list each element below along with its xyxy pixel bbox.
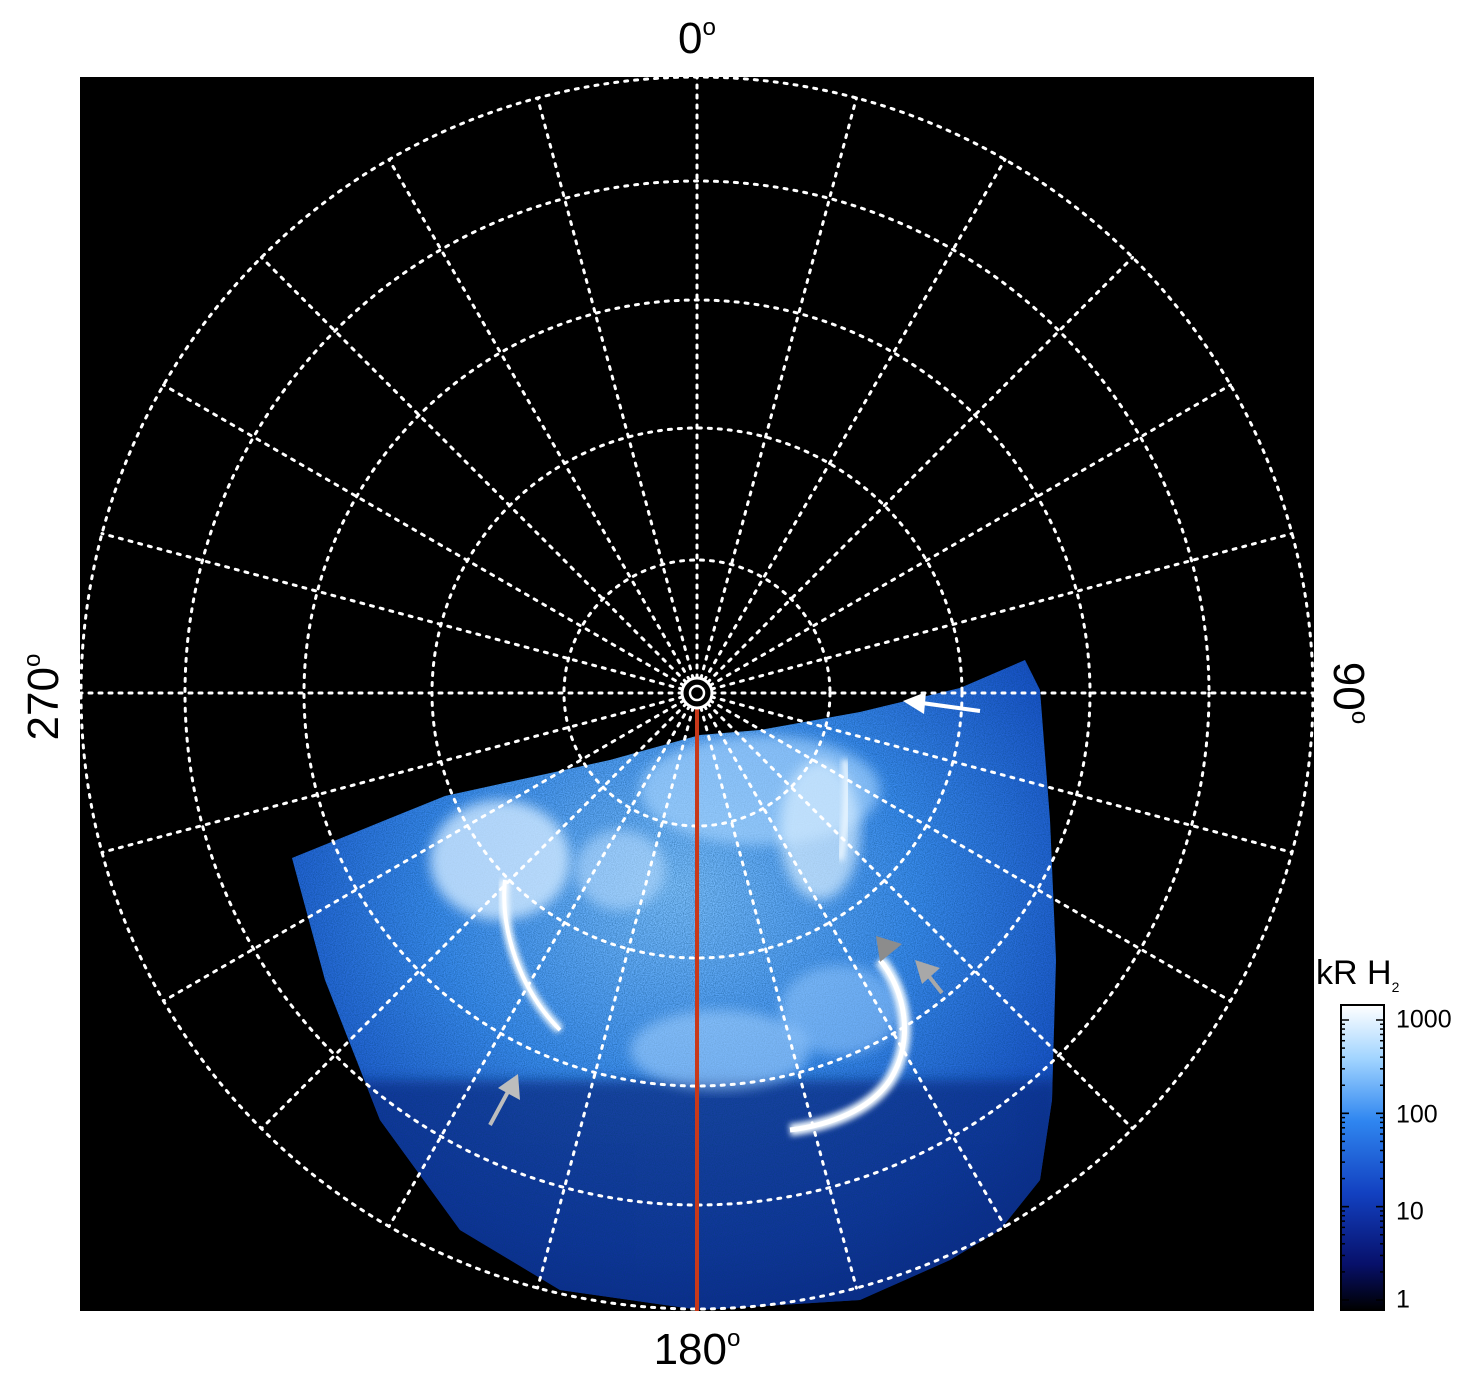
longitude-spoke [387, 704, 691, 1228]
longitude-spoke [536, 96, 695, 681]
longitude-spoke [387, 158, 691, 682]
colorbar-tick-label: 1000 [1396, 1005, 1452, 1034]
longitude-spoke [259, 702, 688, 1131]
longitude-spoke [699, 705, 858, 1290]
longitude-spokes [80, 77, 1314, 1311]
longitude-label-top: 0o [678, 14, 716, 64]
longitude-spoke [706, 255, 1135, 684]
colorbar-tick-marks [1341, 1019, 1384, 1301]
longitude-spoke [709, 695, 1294, 854]
pole-marker [680, 676, 714, 710]
longitude-spoke [699, 96, 858, 681]
arrowhead-annotation-gray [876, 936, 902, 962]
longitude-label-left: 270o [18, 653, 69, 741]
longitude-label-right: 90o [1323, 661, 1374, 725]
arrow-annotation-white [903, 692, 981, 714]
longitude-spoke [708, 699, 1232, 1003]
colorbar-tick-label: 100 [1396, 1100, 1438, 1129]
latitude-circle [302, 298, 1092, 1088]
longitude-spoke [259, 255, 688, 684]
arrow-annotation-light-gray [488, 1074, 520, 1126]
colorbar-tick-label: 10 [1396, 1197, 1424, 1226]
longitude-spoke [162, 383, 686, 687]
arrow-annotation-gray-right [915, 960, 944, 995]
colorbar-tick-label: 1 [1396, 1285, 1410, 1314]
longitude-spoke [703, 704, 1007, 1228]
longitude-spoke [100, 695, 685, 854]
colorbar [1340, 1004, 1385, 1311]
longitude-spoke [100, 532, 685, 691]
longitude-spoke [536, 705, 695, 1290]
longitude-spoke [709, 532, 1294, 691]
longitude-spoke [706, 702, 1135, 1131]
longitude-spoke [708, 383, 1232, 687]
longitude-label-bottom: 180o [653, 1325, 741, 1375]
longitude-spoke [162, 699, 686, 1003]
longitude-spoke [703, 158, 1007, 682]
colorbar-title: kR H2 [1316, 954, 1400, 995]
